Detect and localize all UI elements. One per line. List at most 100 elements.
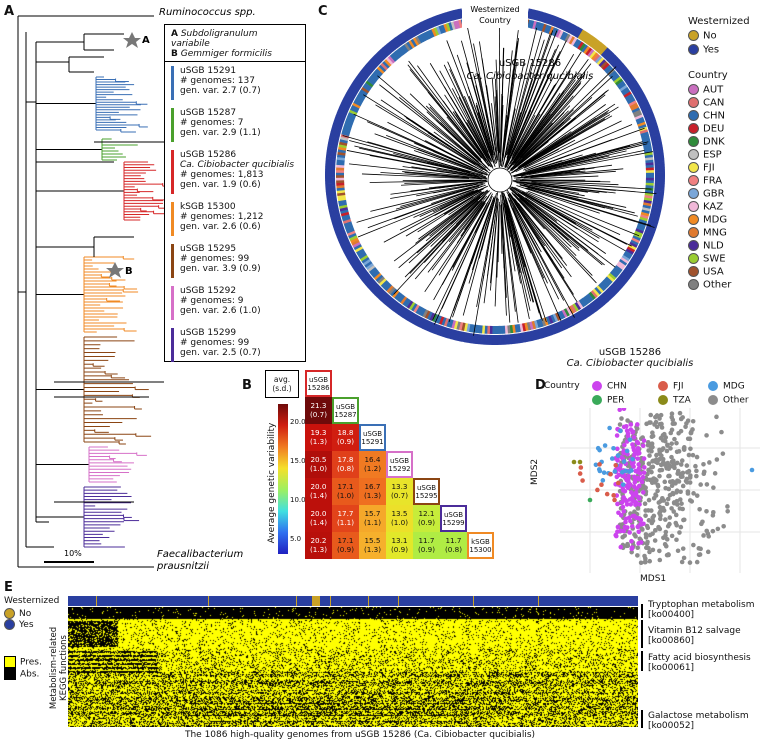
mds-point — [612, 497, 617, 503]
mds-point — [618, 463, 623, 468]
mds-point — [667, 492, 673, 498]
heatmap-b-cell: 19.3 (1.3) — [305, 424, 332, 451]
mds-point — [658, 516, 663, 522]
legend-header-a: A Subdoligranulum variabile — [171, 29, 258, 49]
heatmap-b-cell: 18.8 (0.9) — [332, 424, 359, 451]
mds-legend-chn: CHN — [592, 381, 627, 392]
mds-point — [593, 462, 599, 468]
mds-point — [627, 483, 632, 488]
mds-point — [571, 459, 577, 465]
mds-point — [646, 518, 652, 523]
mds-point — [630, 429, 636, 434]
mds-point — [647, 420, 652, 425]
legend-item-15292: uSGB 15292 # genomes: 9 gen. var. 2.6 (1.0… — [171, 286, 301, 320]
mds-point — [669, 533, 675, 539]
colorbar-tick-15: 15.0 — [290, 457, 306, 465]
westernized-no-mark — [330, 596, 331, 606]
country-legend-item: AUT — [688, 84, 731, 96]
scale-label: 10% — [64, 549, 82, 558]
mds-point — [675, 468, 681, 474]
mds-point — [659, 421, 664, 427]
mds-point — [632, 474, 637, 480]
mds-point — [712, 471, 718, 476]
mds-point — [629, 538, 634, 544]
mds-point — [681, 517, 687, 523]
mds-point — [611, 446, 616, 451]
heatmap-b-diag-6: kSGB 15300 — [467, 532, 494, 559]
mds-point — [671, 458, 676, 463]
mds-point — [670, 417, 676, 423]
mds-point — [677, 410, 683, 416]
mds-point — [618, 428, 623, 434]
mds-point — [635, 524, 641, 530]
mds-point — [635, 456, 640, 461]
mds-point — [669, 454, 674, 460]
mds-point — [625, 431, 631, 436]
mds-point — [617, 422, 623, 427]
westernized-legend-c: Westernized No Yes — [688, 16, 750, 55]
westernized-no-mark — [208, 596, 209, 606]
mds-point — [628, 518, 633, 524]
mds-point — [678, 474, 684, 480]
mds-point — [661, 535, 666, 541]
legend-e-yes: Yes — [4, 619, 59, 630]
mds-point — [638, 560, 644, 566]
mds-point — [655, 488, 660, 494]
mds-point — [675, 548, 681, 554]
mds-point — [691, 542, 696, 548]
mds-point — [661, 459, 666, 465]
mds-point — [600, 478, 606, 483]
mds-point — [672, 461, 677, 467]
mds-point — [622, 442, 627, 448]
mds-point — [619, 469, 625, 475]
mds-point — [639, 479, 645, 485]
mds-point — [677, 530, 682, 535]
mds-point — [577, 471, 583, 476]
mds-point — [587, 497, 593, 503]
mds-point — [666, 486, 672, 492]
mds-point — [658, 498, 664, 504]
colorbar — [278, 404, 288, 554]
circular-tree-c: Westernized Country uSGB 15286 Ca. Cibio… — [325, 2, 665, 345]
mds-point — [668, 446, 673, 451]
mds-point — [636, 541, 641, 546]
legend-c-yes: Yes — [688, 43, 750, 55]
mds-point — [688, 430, 694, 436]
heatmap-b-cell: 13.3 (0.7) — [386, 478, 413, 505]
mds-point — [657, 456, 662, 462]
legend-item-15286: uSGB 15286 Ca. Cibiobacter qucibialis # ge… — [171, 150, 301, 194]
mds-point — [653, 459, 659, 465]
mds-point — [616, 472, 622, 478]
mds-point — [680, 415, 685, 420]
country-legend-item: FRA — [688, 175, 731, 187]
mds-point — [645, 442, 651, 448]
mds-point — [704, 433, 709, 438]
mds-point — [648, 412, 654, 418]
mds-point — [672, 436, 677, 442]
mds-point — [629, 549, 634, 555]
mds-point — [684, 463, 690, 468]
mds-point — [710, 513, 716, 518]
legend-item-15295: uSGB 15295 # genomes: 99 gen. var. 3.9 (0.… — [171, 244, 301, 278]
mds-point — [643, 513, 648, 518]
mds-point — [649, 469, 654, 475]
mds-point — [580, 478, 585, 483]
legend-e-abs: Abs. — [4, 668, 42, 680]
mds-point — [679, 458, 685, 463]
heatmap-b-cell: 15.5 (1.3) — [359, 532, 386, 559]
mds-point — [653, 527, 658, 533]
mds-point — [630, 498, 636, 504]
mds-point — [715, 526, 721, 532]
pathway-bracket-4 — [641, 710, 643, 728]
mds-point — [613, 463, 619, 468]
mds-point — [662, 431, 667, 437]
mds-point — [633, 491, 638, 497]
mds-point — [627, 437, 633, 442]
mds-point — [615, 453, 621, 458]
mds-point — [671, 509, 677, 514]
mds-point — [649, 520, 655, 526]
colorbar-label-wrap: Average genetic variability — [262, 400, 277, 570]
mds-point — [688, 446, 693, 452]
mds-point — [607, 425, 612, 431]
mds-point — [681, 555, 687, 561]
